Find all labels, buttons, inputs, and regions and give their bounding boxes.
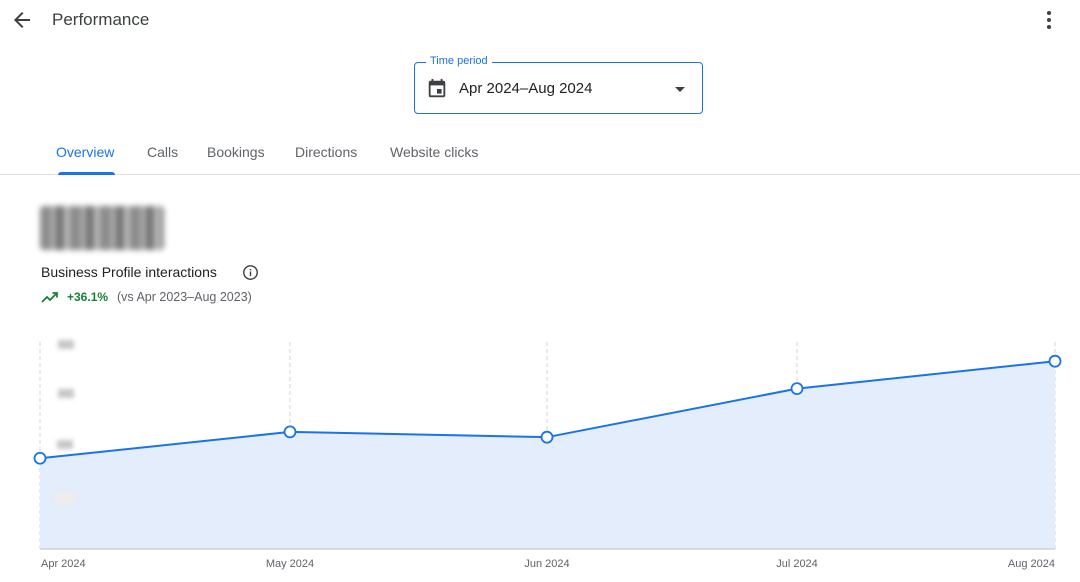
metric-title: Business Profile interactions bbox=[41, 264, 217, 280]
tab-overview[interactable]: Overview bbox=[56, 144, 115, 160]
y-tick-label-redacted bbox=[58, 340, 74, 349]
time-period-label: Time period bbox=[426, 55, 492, 67]
data-point bbox=[33, 451, 47, 465]
trending-up-icon bbox=[41, 292, 58, 303]
tab-website-clicks[interactable]: Website clicks bbox=[390, 144, 479, 160]
x-tick-label: May 2024 bbox=[266, 558, 314, 570]
data-point bbox=[1048, 354, 1062, 368]
chart-plot: Apr 2024 May 2024 Jun 2024 Jul 2024 Aug 2024 bbox=[33, 342, 1062, 570]
redacted-total-value bbox=[40, 206, 164, 250]
x-tick-label: Jun 2024 bbox=[524, 558, 569, 570]
dropdown-arrow-icon bbox=[675, 87, 685, 92]
top-bar: Performance bbox=[0, 0, 1080, 40]
calendar-icon bbox=[428, 78, 446, 98]
y-tick-label-redacted bbox=[54, 491, 76, 505]
y-tick-label-redacted bbox=[58, 389, 74, 398]
tab-bookings[interactable]: Bookings bbox=[207, 144, 265, 160]
series-area bbox=[40, 361, 1055, 549]
active-tab-indicator bbox=[58, 172, 115, 175]
data-point bbox=[540, 430, 554, 444]
time-period-select[interactable]: Time period Apr 2024–Aug 2024 bbox=[414, 55, 703, 114]
data-point bbox=[790, 382, 804, 396]
time-period-value: Apr 2024–Aug 2024 bbox=[459, 80, 593, 97]
x-tick-label: Jul 2024 bbox=[776, 558, 818, 570]
tab-calls[interactable]: Calls bbox=[147, 144, 179, 160]
interactions-chart: Apr 2024 May 2024 Jun 2024 Jul 2024 Aug 2024 bbox=[0, 330, 1080, 582]
more-options-icon[interactable] bbox=[1037, 8, 1061, 32]
metric-delta: +36.1% bbox=[67, 290, 109, 304]
back-arrow-icon[interactable] bbox=[10, 8, 34, 32]
tab-bar: Overview Calls Bookings Directions Websi… bbox=[0, 132, 1080, 175]
data-point bbox=[283, 425, 297, 439]
tab-directions[interactable]: Directions bbox=[295, 144, 358, 160]
y-tick-label-redacted bbox=[57, 440, 73, 449]
page-title: Performance bbox=[52, 10, 150, 29]
x-tick-label: Aug 2024 bbox=[1008, 558, 1055, 570]
metric-comparison: (vs Apr 2023–Aug 2023) bbox=[117, 290, 252, 304]
info-icon[interactable] bbox=[242, 264, 259, 281]
x-tick-label: Apr 2024 bbox=[41, 558, 86, 570]
